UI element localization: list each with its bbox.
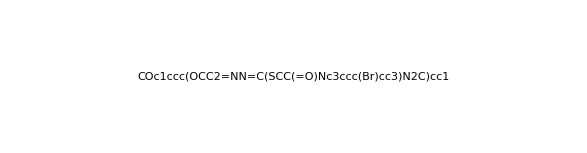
- Text: COc1ccc(OCC2=NN=C(SCC(=O)Nc3ccc(Br)cc3)N2C)cc1: COc1ccc(OCC2=NN=C(SCC(=O)Nc3ccc(Br)cc3)N…: [137, 71, 450, 82]
